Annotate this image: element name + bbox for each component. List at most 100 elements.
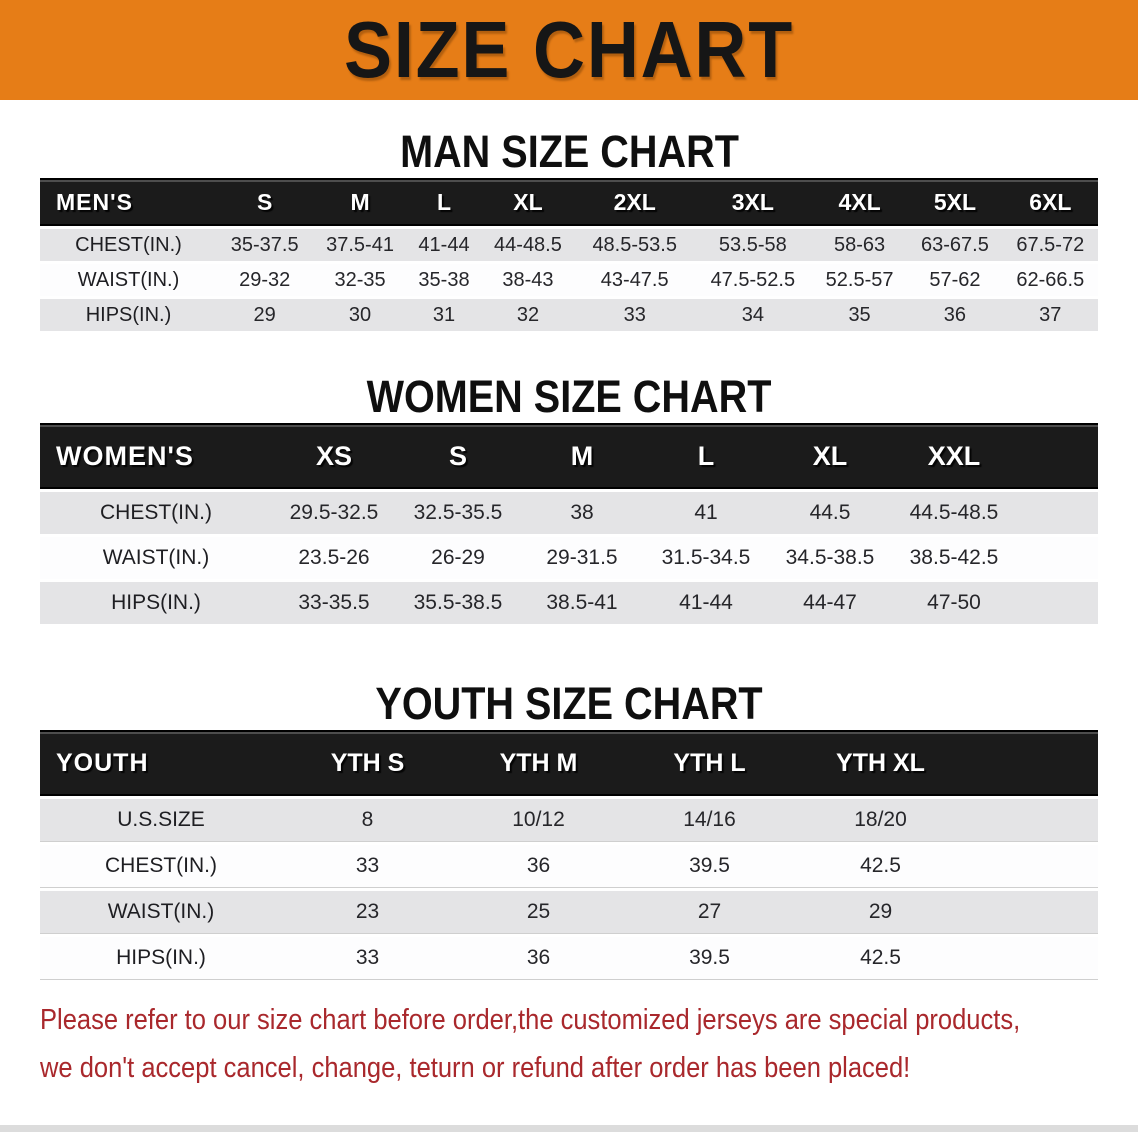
measurement-value: 23.5-26 bbox=[272, 534, 396, 579]
men-header-row: MEN'S S M L XL 2XL 3XL 4XL 5XL 6XL bbox=[40, 178, 1098, 226]
measurement-value: 31.5-34.5 bbox=[644, 534, 768, 579]
measurement-value: 25 bbox=[453, 888, 624, 934]
measurement-value: 32-35 bbox=[312, 261, 408, 296]
measurement-value: 35.5-38.5 bbox=[396, 579, 520, 624]
measurement-value: 33 bbox=[282, 842, 453, 888]
measurement-value: 29 bbox=[795, 888, 966, 934]
row-label: WAIST(IN.) bbox=[40, 261, 217, 296]
measurement-value: 37 bbox=[1002, 296, 1098, 331]
measurement-value: 48.5-53.5 bbox=[575, 226, 694, 261]
measurement-value: 37.5-41 bbox=[312, 226, 408, 261]
spacer-cell bbox=[966, 730, 1098, 796]
row-label: WAIST(IN.) bbox=[40, 888, 282, 934]
measurement-value: 39.5 bbox=[624, 842, 795, 888]
size-column-header: XXL bbox=[892, 423, 1016, 489]
measurement-value: 44.5 bbox=[768, 489, 892, 534]
measurement-row: CHEST(IN.) 35-37.5 37.5-41 41-44 44-48.5… bbox=[40, 226, 1098, 261]
size-column-header: YTH M bbox=[453, 730, 624, 796]
row-label: WAIST(IN.) bbox=[40, 534, 272, 579]
measurement-value: 26-29 bbox=[396, 534, 520, 579]
measurement-value: 43-47.5 bbox=[575, 261, 694, 296]
measurement-value: 36 bbox=[453, 842, 624, 888]
size-column-header: 2XL bbox=[575, 178, 694, 226]
size-column-header: M bbox=[312, 178, 408, 226]
measurement-value: 35-38 bbox=[407, 261, 481, 296]
size-column-header: L bbox=[644, 423, 768, 489]
row-label: CHEST(IN.) bbox=[40, 489, 272, 534]
measurement-value: 34 bbox=[693, 296, 812, 331]
order-notice-text-2: we don't accept cancel, change, teturn o… bbox=[40, 1051, 911, 1084]
measurement-value: 42.5 bbox=[795, 842, 966, 888]
measurement-value: 47.5-52.5 bbox=[693, 261, 812, 296]
row-label: HIPS(IN.) bbox=[40, 579, 272, 624]
size-column-header: L bbox=[407, 178, 481, 226]
banner: SIZE CHART bbox=[0, 0, 1138, 100]
measurement-value: 42.5 bbox=[795, 934, 966, 980]
measurement-value: 23 bbox=[282, 888, 453, 934]
measurement-value: 14/16 bbox=[624, 796, 795, 842]
youth-section-heading-text: YOUTH SIZE CHART bbox=[375, 678, 763, 729]
order-notice: Please refer to our size chart before or… bbox=[40, 1002, 1098, 1087]
spacer-cell bbox=[1016, 534, 1098, 579]
measurement-value: 27 bbox=[624, 888, 795, 934]
measurement-row: HIPS(IN.) 33 36 39.5 42.5 bbox=[40, 934, 1098, 980]
size-column-header: XL bbox=[768, 423, 892, 489]
measurement-value: 44-47 bbox=[768, 579, 892, 624]
measurement-value: 32.5-35.5 bbox=[396, 489, 520, 534]
page-title: SIZE CHART bbox=[344, 5, 794, 94]
measurement-value: 62-66.5 bbox=[1002, 261, 1098, 296]
row-label: CHEST(IN.) bbox=[40, 842, 282, 888]
size-column-header: M bbox=[520, 423, 644, 489]
measurement-value: 34.5-38.5 bbox=[768, 534, 892, 579]
measurement-value: 41 bbox=[644, 489, 768, 534]
size-column-header: S bbox=[396, 423, 520, 489]
size-column-header: YTH L bbox=[624, 730, 795, 796]
measurement-value: 38.5-41 bbox=[520, 579, 644, 624]
men-section-heading: MAN SIZE CHART bbox=[0, 126, 1138, 178]
measurement-value: 67.5-72 bbox=[1002, 226, 1098, 261]
measurement-value: 8 bbox=[282, 796, 453, 842]
spacer-cell bbox=[966, 934, 1098, 980]
measurement-value: 44-48.5 bbox=[480, 226, 576, 261]
measurement-row: CHEST(IN.) 33 36 39.5 42.5 bbox=[40, 842, 1098, 888]
measurement-value: 29 bbox=[217, 296, 313, 331]
measurement-value: 29-32 bbox=[217, 261, 313, 296]
measurement-value: 47-50 bbox=[892, 579, 1016, 624]
size-column-header: YTH XL bbox=[795, 730, 966, 796]
measurement-value: 41-44 bbox=[407, 226, 481, 261]
size-column-header: 3XL bbox=[693, 178, 812, 226]
measurement-value: 52.5-57 bbox=[811, 261, 908, 296]
order-notice-line-2: we don't accept cancel, change, teturn o… bbox=[40, 1050, 1098, 1088]
measurement-value: 39.5 bbox=[624, 934, 795, 980]
size-column-header: YTH S bbox=[282, 730, 453, 796]
measurement-value: 35 bbox=[811, 296, 908, 331]
men-section-heading-text: MAN SIZE CHART bbox=[399, 126, 739, 177]
measurement-row: HIPS(IN.) 29 30 31 32 33 34 35 36 37 bbox=[40, 296, 1098, 331]
row-label: CHEST(IN.) bbox=[40, 226, 217, 261]
spacer-cell bbox=[1016, 489, 1098, 534]
measurement-value: 31 bbox=[407, 296, 481, 331]
spacer-cell bbox=[966, 888, 1098, 934]
measurement-value: 35-37.5 bbox=[217, 226, 313, 261]
row-label: HIPS(IN.) bbox=[40, 934, 282, 980]
men-table-corner-label: MEN'S bbox=[40, 178, 217, 226]
women-section-heading-text: WOMEN SIZE CHART bbox=[366, 371, 772, 422]
measurement-value: 29.5-32.5 bbox=[272, 489, 396, 534]
measurement-row: WAIST(IN.) 23.5-26 26-29 29-31.5 31.5-34… bbox=[40, 534, 1098, 579]
measurement-value: 32 bbox=[480, 296, 576, 331]
measurement-row: WAIST(IN.) 29-32 32-35 35-38 38-43 43-47… bbox=[40, 261, 1098, 296]
spacer-cell bbox=[966, 796, 1098, 842]
measurement-row: WAIST(IN.) 23 25 27 29 bbox=[40, 888, 1098, 934]
measurement-value: 63-67.5 bbox=[907, 226, 1003, 261]
measurement-value: 38.5-42.5 bbox=[892, 534, 1016, 579]
measurement-value: 57-62 bbox=[907, 261, 1003, 296]
order-notice-line-1: Please refer to our size chart before or… bbox=[40, 1002, 1098, 1040]
bottom-strip bbox=[0, 1125, 1138, 1132]
women-section-heading: WOMEN SIZE CHART bbox=[0, 371, 1138, 423]
youth-table-corner-label: YOUTH bbox=[40, 730, 282, 796]
size-column-header: 5XL bbox=[907, 178, 1003, 226]
women-table-corner-label: WOMEN'S bbox=[40, 423, 272, 489]
order-notice-text-1: Please refer to our size chart before or… bbox=[40, 1004, 1021, 1036]
women-size-table: WOMEN'S XS S M L XL XXL CHEST(IN.) 29.5-… bbox=[40, 423, 1098, 624]
measurement-value: 30 bbox=[312, 296, 408, 331]
